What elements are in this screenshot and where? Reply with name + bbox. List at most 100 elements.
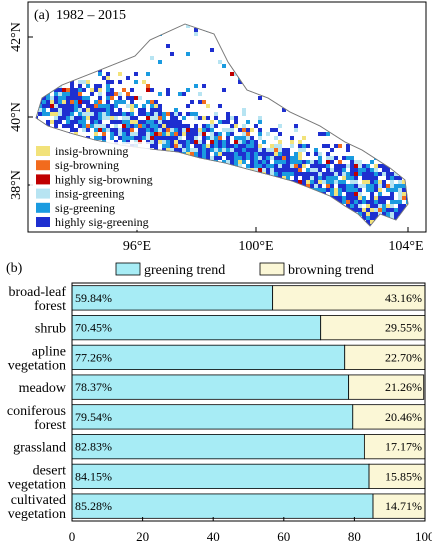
trend-pixel [206,172,210,176]
trend-pixel [306,144,310,148]
trend-pixel [78,88,82,92]
trend-pixel [282,164,286,168]
trend-pixel [326,156,330,160]
trend-pixel [242,124,246,128]
trend-pixel [322,188,326,192]
trend-pixel [50,68,54,72]
trend-pixel [278,156,282,160]
trend-pixel [70,92,74,96]
trend-pixel [130,136,134,140]
trend-pixel [274,136,278,140]
label-browning-2: 22.70% [385,350,422,364]
trend-pixel [230,148,234,152]
trend-pixel [274,196,278,200]
trend-pixel [266,148,270,152]
trend-pixel [338,160,342,164]
x-tick-label-5: 100(%) [415,529,432,544]
trend-pixel [150,120,154,124]
trend-pixel [58,88,62,92]
trend-pixel [234,168,238,172]
category-label-6-0: desert [33,463,67,478]
trend-pixel [246,144,250,148]
trend-pixel [106,104,110,108]
trend-pixel [66,96,70,100]
trend-pixel [378,112,382,116]
trend-pixel [158,152,162,156]
trend-pixel [206,124,210,128]
trend-pixel [210,172,214,176]
trend-pixel [370,200,374,204]
trend-pixel [354,164,358,168]
trend-pixel [342,196,346,200]
trend-pixel [250,192,254,196]
trend-pixel [226,112,230,116]
trend-pixel [382,84,386,88]
trend-pixel [210,120,214,124]
trend-pixel [246,24,250,28]
trend-pixel [194,180,198,184]
trend-pixel [282,108,286,112]
trend-pixel [322,132,326,136]
trend-pixel [238,128,242,132]
trend-pixel [170,132,174,136]
trend-pixel [254,156,258,160]
trend-pixel [386,220,390,224]
trend-pixel [326,188,330,192]
trend-pixel [194,32,198,36]
trend-pixel [226,136,230,140]
trend-pixel [322,164,326,168]
trend-pixel [150,224,154,226]
trend-pixel [134,116,138,120]
trend-pixel [74,132,78,136]
trend-pixel [398,160,402,164]
trend-pixel [86,64,90,68]
trend-pixel [190,128,194,132]
trend-pixel [266,172,270,176]
trend-pixel [46,84,50,88]
trend-pixel [310,196,314,200]
trend-pixel [286,56,290,60]
trend-pixel [234,116,238,120]
trend-pixel [78,112,82,116]
trend-pixel [94,100,98,104]
trend-pixel [114,116,118,120]
trend-pixel [394,224,398,226]
trend-pixel [166,140,170,144]
trend-pixel [36,104,38,108]
trend-pixel [102,112,106,116]
trend-pixel [118,80,122,84]
trend-pixel [186,136,190,140]
trend-pixel [398,196,402,200]
trend-pixel [282,176,286,180]
trend-pixel [82,100,86,104]
trend-pixel [206,156,210,160]
trend-pixel [262,160,266,164]
trend-pixel [346,192,350,196]
trend-pixel [246,152,250,156]
trend-pixel [402,164,406,168]
trend-pixel [86,112,90,116]
trend-pixel [306,208,310,212]
trend-pixel [230,156,234,160]
trend-pixel [378,192,382,196]
trend-pixel [234,120,238,124]
trend-pixel [370,196,374,200]
trend-pixel [194,144,198,148]
bar-legend-swatch-1 [259,262,285,276]
trend-pixel [266,132,270,136]
trend-pixel [370,176,374,180]
trend-pixel [366,184,370,188]
trend-pixel [262,200,266,204]
trend-pixel [102,116,106,120]
category-label-0-0: broad-leaf [8,285,66,300]
trend-pixel [346,204,350,208]
trend-pixel [278,204,282,208]
trend-pixel [342,188,346,192]
trend-pixel [294,208,298,212]
trend-pixel [90,64,94,68]
map-legend-box [30,142,150,230]
trend-pixel [106,76,110,80]
trend-pixel [406,168,408,172]
trend-pixel [166,136,170,140]
trend-pixel [62,100,66,104]
